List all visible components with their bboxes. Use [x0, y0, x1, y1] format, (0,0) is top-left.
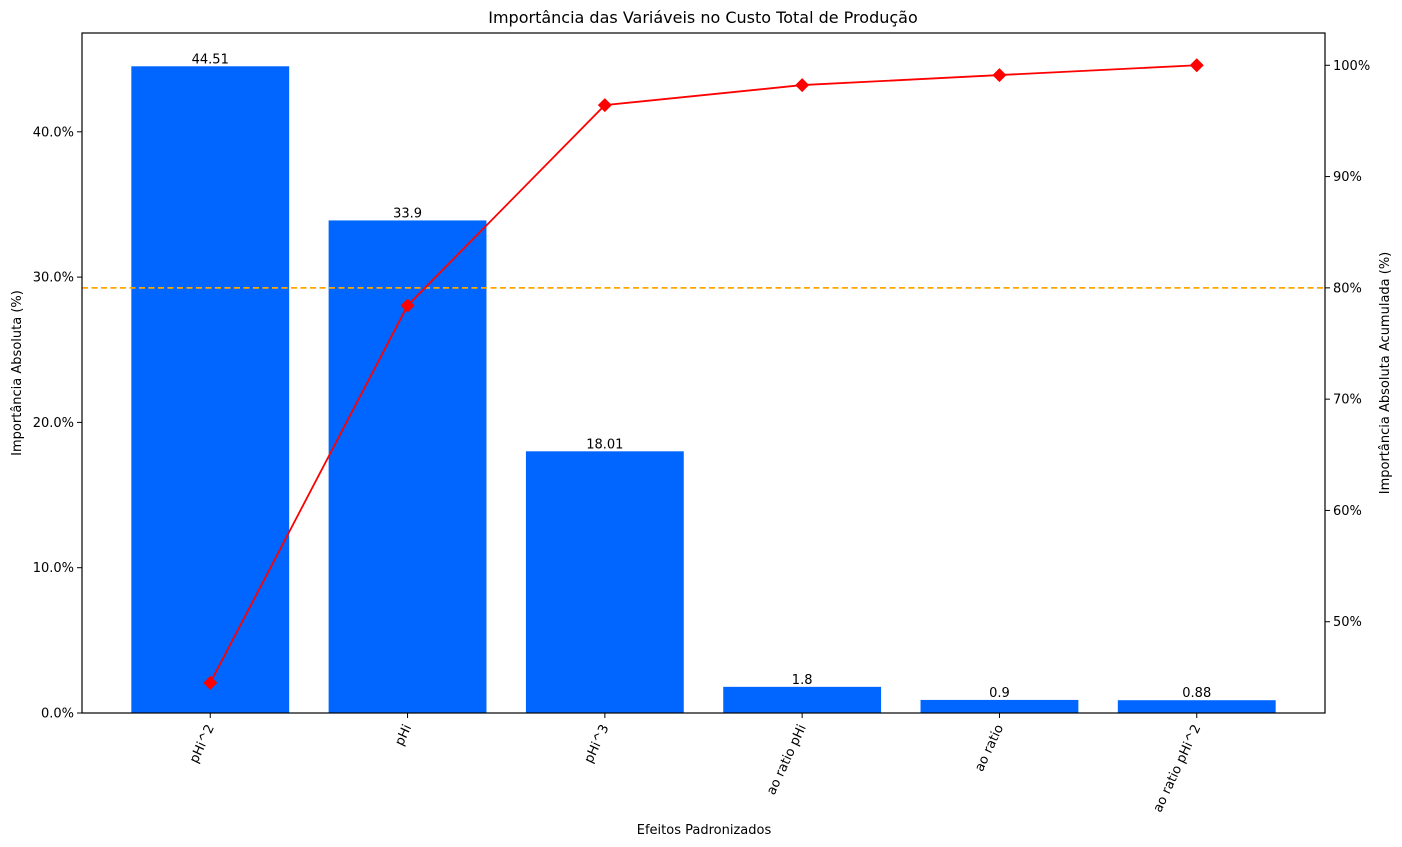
cumulative-point: [400, 298, 415, 313]
y-tick-label: 10.0%: [33, 561, 74, 576]
data-label: 1.8: [792, 673, 813, 688]
y2-tick-label: 60%: [1333, 504, 1362, 519]
plot-area: 44.51 33.9 18.01 1.8 0.9 0.88 0.0% 10.0% 20.0% 30…: [33, 32, 1370, 815]
y-axis-label: Importância Absoluta (%): [10, 290, 25, 456]
data-label: 18.01: [586, 437, 623, 452]
cumulative-point: [1189, 58, 1204, 73]
cumulative-line: [209, 64, 1197, 684]
y-tick-label: 30.0%: [33, 271, 74, 286]
cumulative-point: [795, 78, 810, 93]
chart-title: Importância das Variáveis no Custo Total…: [488, 8, 918, 27]
bar: [920, 699, 1079, 713]
x-tick-label: pHi^2: [187, 722, 218, 765]
data-label: 44.51: [192, 52, 229, 67]
y2-tick-label: 80%: [1333, 281, 1362, 296]
cumulative-point: [992, 68, 1007, 83]
y2-tick-label: 90%: [1333, 170, 1362, 185]
x-axis-label: Efeitos Padronizados: [637, 823, 772, 838]
x-tick-label: ao ratio: [972, 722, 1007, 774]
y-tick-label: 40.0%: [33, 125, 74, 140]
bar: [723, 686, 882, 713]
x-tick-label: ao ratio pHi^2: [1151, 722, 1205, 814]
y-tick-label: 0.0%: [41, 707, 74, 722]
data-label: 0.9: [989, 686, 1010, 701]
y2-axis-label: Importância Absoluta Acumulada (%): [1378, 252, 1393, 495]
data-label: 33.9: [393, 206, 422, 221]
cumulative-point: [203, 675, 218, 690]
axes-frame: [81, 32, 1326, 714]
y2-tick-label: 100%: [1333, 59, 1370, 74]
bar: [328, 220, 487, 713]
y2-tick-label: 50%: [1333, 615, 1362, 630]
x-tick-label: pHi: [392, 722, 415, 748]
cumulative-point: [597, 98, 612, 113]
x-tick-label: ao ratio pHi: [764, 722, 810, 797]
x-tick-label: pHi^3: [582, 722, 613, 765]
y-tick-label: 20.0%: [33, 416, 74, 431]
bar: [525, 451, 684, 713]
bar: [1117, 700, 1276, 713]
y2-tick-label: 70%: [1333, 393, 1362, 408]
data-label: 0.88: [1182, 686, 1211, 701]
bar: [131, 66, 290, 714]
